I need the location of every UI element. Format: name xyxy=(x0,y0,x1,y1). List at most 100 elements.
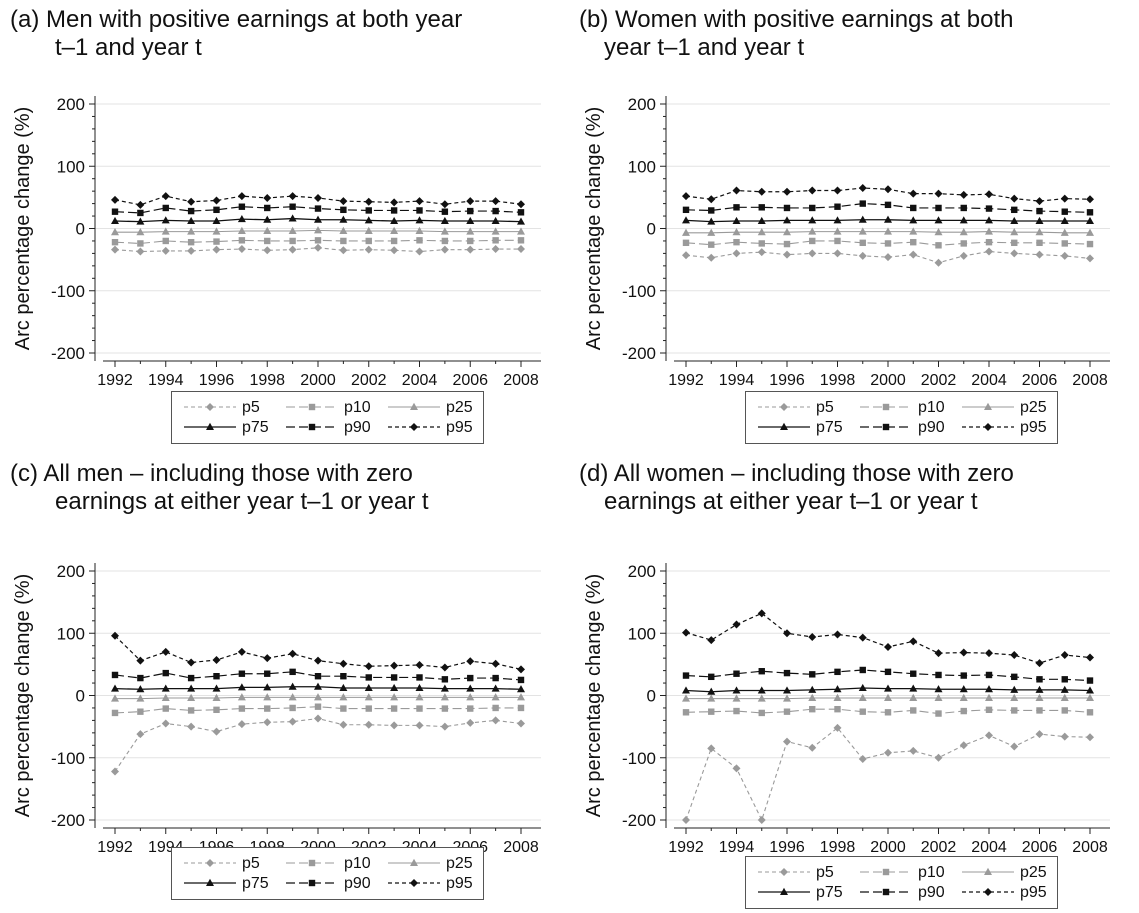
legend-marker xyxy=(206,859,214,867)
data-point-p10 xyxy=(1086,709,1094,716)
data-point-p5 xyxy=(682,816,690,824)
data-point-p95 xyxy=(161,192,170,201)
data-point-p90 xyxy=(187,207,195,215)
data-point-p5 xyxy=(808,743,817,752)
data-point-p90 xyxy=(733,204,740,211)
legend-entry: p25 xyxy=(388,855,473,872)
x-tick-label: 1994 xyxy=(148,372,184,389)
chart-plot: 200 100 0 -100 -200 Arc percentage change (%)… xyxy=(12,95,541,389)
legend-label: p75 xyxy=(242,875,269,892)
legend-marker xyxy=(410,858,418,866)
data-point-p5 xyxy=(161,719,170,728)
legend-svg: p5 p10 p25 p75 p90 p95 xyxy=(758,399,1047,436)
x-tick-label: 1994 xyxy=(719,839,755,856)
data-point-p10 xyxy=(758,240,765,247)
data-point-p75 xyxy=(732,686,741,694)
data-point-p10 xyxy=(859,239,866,247)
legend-marker xyxy=(984,867,992,875)
data-point-p90 xyxy=(314,673,322,680)
data-point-p90 xyxy=(111,671,119,679)
series-p90 xyxy=(682,666,1094,684)
data-point-p5 xyxy=(757,248,766,257)
legend-label: p90 xyxy=(918,884,945,901)
data-point-p90 xyxy=(492,674,499,682)
data-point-p10 xyxy=(708,708,715,715)
data-point-p95 xyxy=(390,198,399,207)
x-tick-label: 2006 xyxy=(452,372,488,389)
data-point-p95 xyxy=(314,656,322,665)
y-tick-label: 0 xyxy=(76,220,85,239)
data-point-p90 xyxy=(1036,676,1043,683)
data-point-p10 xyxy=(162,705,169,712)
data-point-p95 xyxy=(985,649,993,658)
data-point-p95 xyxy=(1035,659,1044,668)
legend-entry: p90 xyxy=(860,884,945,901)
data-point-p10 xyxy=(960,240,967,247)
y-axis-label: Arc percentage change (%) xyxy=(583,107,605,350)
data-point-p75 xyxy=(783,216,791,224)
data-point-p95 xyxy=(934,649,943,658)
panel-title: (c) All men – including those with zero … xyxy=(10,460,565,516)
data-point-p75 xyxy=(111,684,119,692)
data-point-p95 xyxy=(833,630,842,639)
data-point-p10 xyxy=(1011,707,1018,714)
legend-entry: p25 xyxy=(962,864,1047,881)
y-tick-label: -100 xyxy=(51,749,85,768)
data-point-p90 xyxy=(1061,208,1068,215)
x-tick-label: 2002 xyxy=(351,372,387,389)
data-point-p10 xyxy=(213,706,220,714)
y-tick-label: 100 xyxy=(57,624,85,643)
series-p75 xyxy=(111,214,525,225)
data-point-p10 xyxy=(1061,240,1068,247)
data-point-p5 xyxy=(111,245,119,254)
data-point-p25 xyxy=(985,227,993,235)
y-axis-label: Arc percentage change (%) xyxy=(12,574,34,817)
data-point-p75 xyxy=(415,216,424,224)
data-point-p90 xyxy=(187,674,195,682)
data-point-p5 xyxy=(1086,254,1094,263)
x-tick-label: 2002 xyxy=(921,372,957,389)
series-line-p90 xyxy=(114,671,522,681)
series-p10 xyxy=(111,703,525,717)
data-point-p10 xyxy=(213,238,220,245)
x-tick-label: 2000 xyxy=(870,839,906,856)
data-point-p25 xyxy=(339,226,348,234)
data-point-p75 xyxy=(1086,686,1094,694)
legend-label: p5 xyxy=(816,399,834,416)
data-point-p90 xyxy=(1061,676,1068,683)
data-point-p95 xyxy=(1010,194,1019,203)
data-point-p90 xyxy=(783,204,791,212)
chart-legend: p5 p10 p25 p75 p90 p95 xyxy=(171,391,484,444)
data-point-p90 xyxy=(162,669,169,677)
data-point-p95 xyxy=(732,620,741,629)
data-point-p95 xyxy=(858,184,867,193)
series-p10 xyxy=(111,237,525,247)
data-point-p5 xyxy=(288,717,297,726)
data-point-p90 xyxy=(809,671,816,678)
data-point-p75 xyxy=(364,216,373,224)
data-point-p95 xyxy=(1010,651,1019,660)
data-point-p75 xyxy=(732,216,741,225)
data-point-p25 xyxy=(212,693,221,701)
series-p95 xyxy=(682,184,1094,206)
legend-label: p25 xyxy=(1020,864,1047,881)
data-point-p5 xyxy=(237,245,246,254)
data-point-p10 xyxy=(1036,239,1043,247)
panel-title-line1: Men with positive earnings at both year xyxy=(46,6,463,33)
data-point-p75 xyxy=(339,215,348,223)
y-tick-label: -100 xyxy=(51,282,85,301)
data-point-p25 xyxy=(959,693,968,701)
data-point-p5 xyxy=(884,748,892,757)
x-tick-label: 1992 xyxy=(97,839,133,856)
data-point-p10 xyxy=(910,238,917,246)
data-point-p75 xyxy=(1010,216,1019,225)
data-point-p95 xyxy=(757,609,766,618)
legend-marker xyxy=(882,403,890,411)
series-line-p5 xyxy=(685,727,1091,822)
data-point-p5 xyxy=(732,764,741,773)
data-point-p10 xyxy=(985,706,993,714)
data-point-p25 xyxy=(237,693,246,701)
data-point-p5 xyxy=(959,251,968,260)
data-point-p25 xyxy=(1010,693,1019,701)
legend-label: p5 xyxy=(816,864,834,881)
